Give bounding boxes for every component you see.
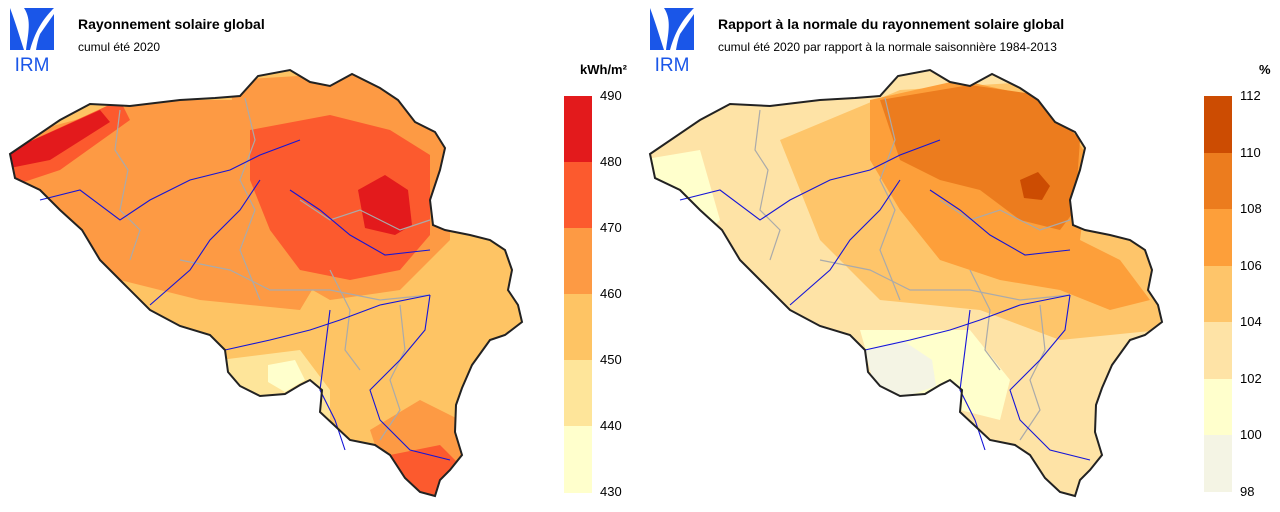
legend-tick-label: 460 (600, 286, 622, 301)
legend-swatch (564, 162, 592, 229)
legend-swatch (564, 360, 592, 427)
legend-tick-label: 100 (1240, 427, 1262, 443)
legend-swatch (564, 96, 592, 163)
belgium-map (640, 60, 1190, 507)
zone-480-490-coast (10, 110, 110, 170)
zone-470-480 (250, 115, 430, 280)
logo-text: IRM (655, 55, 690, 74)
map-subtitle: cumul été 2020 (78, 40, 161, 54)
region-borders (754, 97, 1071, 441)
legend-swatch (1204, 435, 1232, 493)
legend-tick-label: 106 (1240, 257, 1262, 273)
legend-swatch (1204, 209, 1232, 267)
color-legend: 490 480 470 460 450 440 430 (564, 89, 622, 499)
legend-swatch (1204, 96, 1232, 154)
legend-tick-label: 450 (600, 352, 622, 367)
rivers (679, 139, 1091, 461)
zone-430-440 (268, 360, 305, 392)
legend-swatch (1204, 265, 1232, 323)
legend-unit: kWh/m² (580, 62, 627, 77)
zone-480-490-east (358, 175, 412, 235)
legend-swatch (1204, 378, 1232, 436)
belgium-map (0, 60, 550, 507)
legend-swatch (564, 294, 592, 361)
map-subtitle: cumul été 2020 par rapport à la normale … (718, 40, 1057, 54)
map-title: Rapport à la normale du rayonnement sola… (718, 16, 1065, 32)
legend-swatch (564, 426, 592, 493)
legend-tick-label: 490 (600, 88, 622, 103)
map-title: Rayonnement solaire global (78, 16, 265, 32)
legend-swatch (1204, 322, 1232, 380)
legend-tick-label: 480 (600, 154, 622, 169)
logo-text: IRM (15, 55, 50, 74)
legend-tick-label: 470 (600, 220, 622, 235)
legend-unit: % (1259, 62, 1271, 77)
panel-ratio-to-normal: IRM Rapport à la normale du rayonnement … (640, 0, 1280, 507)
legend-tick-label: 98 (1240, 484, 1255, 499)
legend-swatch (564, 228, 592, 295)
irm-logo: IRM (650, 8, 694, 74)
color-legend: 112 110 108 106 104 102 100 98 (1204, 89, 1262, 499)
legend-tick-label: 440 (600, 418, 622, 433)
legend-tick-label: 430 (600, 484, 622, 499)
legend-tick-label: 108 (1240, 201, 1262, 217)
panel-solar-radiation: IRM Rayonnement solaire global cumul été… (0, 0, 640, 507)
legend-tick-label: 104 (1240, 314, 1262, 330)
legend-tick-label: 112 (1240, 88, 1261, 103)
region-borders (114, 97, 431, 441)
legend-tick-label: 110 (1240, 144, 1261, 160)
irm-logo: IRM (10, 8, 54, 74)
legend-tick-label: 102 (1240, 370, 1262, 386)
zone-110-112 (1020, 172, 1050, 200)
legend-swatch (1204, 152, 1232, 210)
zone-100-102 (865, 340, 936, 398)
